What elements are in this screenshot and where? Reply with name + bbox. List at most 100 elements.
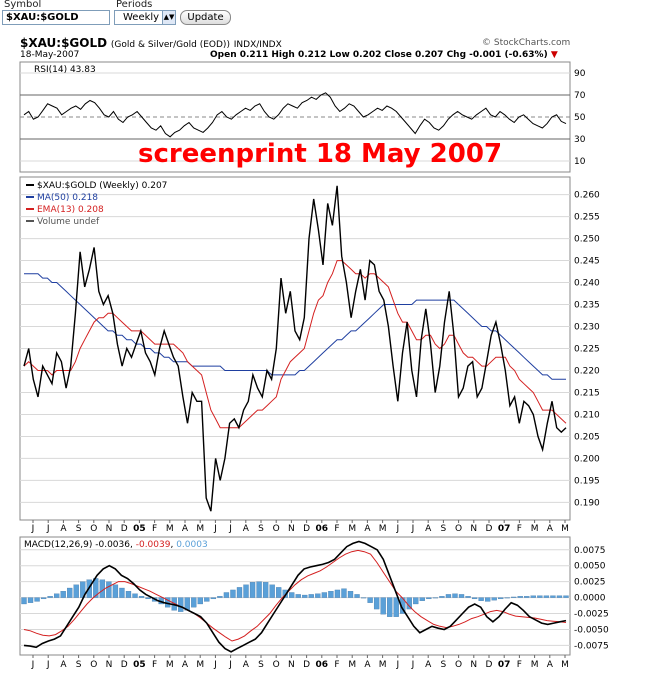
macd-histogram-bar xyxy=(511,596,517,598)
macd-histogram-bar xyxy=(334,589,341,598)
chart-subtitle: (Gold & Silver/Gold (EOD)) xyxy=(110,40,230,50)
macd-histogram-bar xyxy=(249,582,256,598)
macd-histogram-bar xyxy=(439,596,445,598)
x-tick-label: A xyxy=(547,524,554,534)
x-tick-label: J xyxy=(213,660,217,670)
x-tick-label: A xyxy=(182,660,189,670)
legend-entry: Volume undef xyxy=(37,217,100,227)
x-tick-label: M xyxy=(561,660,569,670)
x-tick-label: A xyxy=(182,524,189,534)
rsi-axis: 90 70 50 30 10 xyxy=(574,69,586,167)
macd-histogram-bar xyxy=(393,597,399,617)
macd-histogram-bar xyxy=(289,592,295,598)
chart-header: $XAU:$GOLD (Gold & Silver/Gold (EOD)) IN… xyxy=(20,36,282,50)
x-tick-label: M xyxy=(379,660,387,670)
macd-histogram-bar xyxy=(347,591,354,598)
macd-histogram-bar xyxy=(191,597,197,608)
macd-histogram-bar xyxy=(256,581,262,598)
x-tick-label: O xyxy=(455,524,462,534)
macd-histogram-bar xyxy=(119,587,125,598)
macd-tick-label: 0.0025 xyxy=(574,578,606,588)
macd-histogram-bar xyxy=(367,597,373,603)
x-tick-label: A xyxy=(547,660,554,670)
macd-histogram-bar xyxy=(341,588,347,598)
macd-histogram-bar xyxy=(471,597,478,600)
x-tick-label: A xyxy=(425,660,432,670)
x-tick-label: 07 xyxy=(498,524,511,534)
macd-legend-signal: -0.0039 xyxy=(136,540,171,550)
x-tick-label: J xyxy=(31,524,35,534)
price-tick-label: 0.195 xyxy=(574,476,600,486)
period-select[interactable]: Weekly ▲▼ xyxy=(114,10,176,25)
x-tick-label: M xyxy=(531,660,539,670)
macd-histogram-bar xyxy=(112,584,119,598)
macd-histogram-bar xyxy=(530,595,536,598)
symbol-label: Symbol xyxy=(4,0,42,10)
macd-histogram-bar xyxy=(419,597,425,601)
x-tick-label: S xyxy=(76,660,82,670)
rsi-series-line xyxy=(23,92,567,138)
price-tick-label: 0.240 xyxy=(574,279,600,289)
x-tick-label: F xyxy=(152,660,157,670)
ema13-series-line xyxy=(23,260,567,429)
rsi-panel: 90 70 50 30 10 RSI(14) 43.83 xyxy=(19,61,586,173)
x-tick-label: M xyxy=(531,524,539,534)
watermark-text: screenprint 18 May 2007 xyxy=(138,139,502,169)
x-tick-label: J xyxy=(46,660,50,670)
macd-histogram-bar xyxy=(204,597,210,602)
x-tick-label: J xyxy=(31,660,35,670)
x-tick-label: J xyxy=(46,524,50,534)
x-tick-label: 06 xyxy=(316,524,329,534)
quote-values: Open 0.211 High 0.212 Low 0.202 Close 0.… xyxy=(210,50,548,60)
x-tick-label: M xyxy=(166,524,174,534)
macd-histogram-bar xyxy=(445,594,452,598)
x-tick-label: N xyxy=(288,660,295,670)
x-tick-label: D xyxy=(121,524,128,534)
x-tick-label: F xyxy=(517,660,522,670)
update-button[interactable]: Update xyxy=(180,10,231,25)
macd-histogram-bar xyxy=(276,587,282,598)
x-tick-label: M xyxy=(166,660,174,670)
price-tick-label: 0.230 xyxy=(574,323,600,333)
chg-down-icon: ▼ xyxy=(550,50,558,60)
macd-histogram-bar xyxy=(34,597,40,602)
macd-histogram-bar xyxy=(517,596,523,598)
price-tick-label: 0.245 xyxy=(574,257,600,267)
macd-legend-sep1: , xyxy=(130,540,136,550)
price-tick-label: 0.205 xyxy=(574,432,600,442)
x-tick-label: M xyxy=(561,524,569,534)
macd-lines xyxy=(23,540,567,653)
macd-histogram-bar xyxy=(197,597,203,605)
macd-histogram-bar xyxy=(491,597,497,601)
x-tick-label: N xyxy=(470,524,477,534)
macd-histogram-bar xyxy=(282,589,288,598)
macd-histogram-bar xyxy=(236,587,243,598)
macd-histogram-bar xyxy=(373,597,380,610)
x-tick-label: 07 xyxy=(498,660,511,670)
macd-histogram-bar xyxy=(413,597,419,605)
chevron-down-icon[interactable]: ▲▼ xyxy=(162,11,175,24)
x-tick-label: S xyxy=(258,660,264,670)
x-tick-label: J xyxy=(411,660,415,670)
macd-histogram-bar xyxy=(308,594,314,598)
x-tick-label: O xyxy=(455,660,462,670)
rsi-tick-label: 30 xyxy=(574,135,586,145)
chart-date: 18-May-2007 xyxy=(20,50,80,60)
macd-axis: 0.0075 0.0050 0.0025 0.0000 -0.0025 -0.0050 -0… xyxy=(574,546,609,652)
price-tick-label: 0.250 xyxy=(574,235,600,245)
symbol-input[interactable] xyxy=(2,10,110,25)
macd-histogram-bar xyxy=(458,594,465,598)
macd-histogram-bar xyxy=(217,596,223,598)
x-tick-label: O xyxy=(273,660,280,670)
x-tick-label: M xyxy=(348,524,356,534)
x-tick-label: 05 xyxy=(133,524,146,534)
x-tick-label: F xyxy=(334,660,339,670)
price-tick-label: 0.200 xyxy=(574,454,600,464)
macd-histogram-bar xyxy=(360,597,367,599)
x-tick-label: J xyxy=(395,524,399,534)
macd-histogram-bar xyxy=(328,591,334,598)
macd-histogram-bar xyxy=(243,584,249,598)
x-tick-label: D xyxy=(486,660,493,670)
macd-histogram-bar xyxy=(321,592,328,598)
